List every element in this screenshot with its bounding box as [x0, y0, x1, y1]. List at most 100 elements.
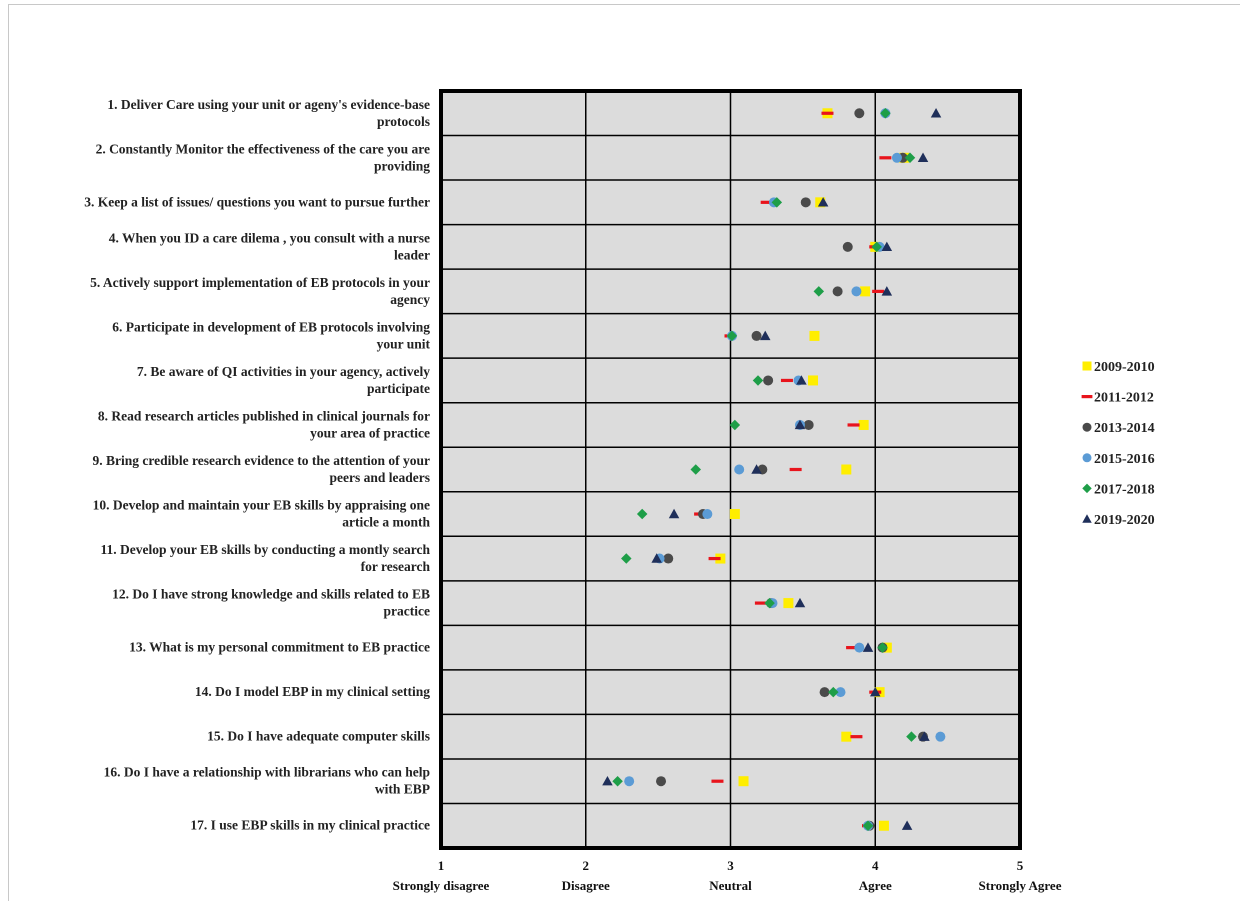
x-scale-label: Neutral: [709, 878, 752, 893]
data-point: [817, 197, 829, 207]
category-label-line: article a month: [342, 515, 430, 530]
data-point: [879, 156, 892, 160]
category-labels: 1. Deliver Care using your unit or ageny…: [84, 97, 430, 833]
x-tick-label: 3: [727, 858, 734, 873]
category-label: 8. Read research articles published in c…: [98, 408, 430, 440]
category-label-line: 13. What is my personal commitment to EB…: [129, 640, 430, 655]
data-point: [821, 111, 834, 115]
x-scale-label: Disagree: [562, 878, 610, 893]
data-point: [881, 286, 893, 296]
data-point: [651, 553, 662, 563]
data-point: [800, 197, 811, 208]
legend-item: 2011-2012: [1081, 391, 1154, 406]
category-label-line: 15. Do I have adequate computer skills: [207, 729, 430, 744]
category-label: 14. Do I model EBP in my clinical settin…: [195, 684, 430, 699]
data-point: [850, 735, 863, 739]
category-label: 15. Do I have adequate computer skills: [207, 729, 430, 744]
x-axis: 1 Strongly disagree 2 Disagree 3 Neutral 4 Agre…: [393, 858, 1062, 893]
data-point: [621, 553, 632, 564]
data-points: [602, 108, 946, 831]
legend-label: 2019-2020: [1094, 513, 1155, 528]
x-tick-label: 4: [872, 858, 879, 873]
legend-item: 2013-2014: [1082, 421, 1155, 436]
data-point: [729, 419, 741, 431]
x-tick-label: 1: [438, 858, 445, 873]
category-label-line: 12. Do I have strong knowledge and skill…: [112, 587, 430, 602]
category-label: 13. What is my personal commitment to EB…: [129, 640, 430, 655]
data-point: [612, 775, 623, 787]
category-label-line: practice: [384, 604, 430, 619]
data-point: [919, 731, 930, 741]
data-point: [780, 378, 793, 383]
data-point: [760, 200, 773, 204]
data-point: [783, 598, 794, 609]
category-label: 4. When you ID a care dilema , you consu…: [109, 230, 430, 262]
category-label-line: your area of practice: [310, 425, 430, 440]
legend-label: 2011-2012: [1094, 391, 1154, 406]
data-point: [813, 286, 825, 297]
data-point: [835, 687, 846, 698]
category-label-line: for research: [361, 559, 431, 574]
category-label-line: 10. Develop and maintain your EB skills …: [93, 498, 430, 513]
data-point: [656, 776, 667, 787]
legend-item: 2017-2018: [1082, 482, 1155, 497]
legend-marker: [1082, 422, 1092, 432]
category-label: 9. Bring credible research evidence to t…: [93, 453, 430, 485]
category-label-line: 11. Develop your EB skills by conducting…: [100, 542, 430, 557]
data-point: [871, 241, 882, 253]
category-label-line: 2. Constantly Monitor the effectiveness …: [96, 141, 430, 156]
data-point: [794, 597, 806, 608]
category-label-line: your unit: [377, 336, 431, 351]
data-point: [872, 289, 885, 293]
category-label-line: agency: [390, 292, 430, 307]
category-label: 10. Develop and maintain your EB skills …: [93, 498, 431, 530]
category-label-line: 8. Read research articles published in c…: [98, 408, 430, 423]
data-point: [819, 687, 830, 698]
data-point: [771, 197, 783, 208]
data-point: [930, 108, 942, 118]
category-label-line: 5. Actively support implementation of EB…: [90, 275, 430, 290]
data-point: [663, 553, 674, 564]
legend-item: 2015-2016: [1082, 452, 1155, 467]
x-tick-label: 2: [583, 858, 590, 873]
x-scale-label: Strongly disagree: [393, 878, 490, 893]
legend-marker: [1082, 483, 1092, 494]
category-label-line: providing: [374, 158, 430, 173]
data-point: [878, 820, 889, 831]
category-label-line: 3. Keep a list of issues/ questions you …: [84, 194, 430, 209]
category-label: 17. I use EBP skills in my clinical prac…: [190, 818, 430, 833]
category-label-line: 4. When you ID a care dilema , you consu…: [109, 230, 430, 245]
category-label-line: with EBP: [375, 782, 430, 797]
category-label-line: 6. Participate in development of EB prot…: [112, 319, 430, 334]
category-label: 5. Actively support implementation of EB…: [90, 275, 430, 307]
data-point: [841, 731, 852, 742]
x-scale-label: Agree: [859, 878, 892, 893]
category-label: 16. Do I have a relationship with librar…: [104, 765, 430, 797]
data-point: [752, 375, 764, 386]
data-point: [851, 286, 862, 297]
category-label-line: 1. Deliver Care using your unit or ageny…: [107, 97, 430, 112]
data-point: [858, 419, 869, 430]
chart-frame: [8, 4, 1240, 901]
data-point: [854, 108, 865, 119]
data-point: [803, 419, 814, 430]
data-point: [668, 508, 680, 519]
category-label: 6. Participate in development of EB prot…: [112, 319, 430, 351]
category-label-line: 16. Do I have a relationship with librar…: [104, 765, 430, 780]
x-tick-label: 5: [1017, 858, 1024, 873]
legend-marker: [1082, 514, 1092, 523]
category-label: 3. Keep a list of issues/ questions you …: [84, 194, 430, 209]
plot-area: [439, 89, 1022, 850]
data-point: [862, 820, 874, 831]
data-point: [862, 642, 874, 652]
data-point: [846, 646, 859, 650]
legend-label: 2015-2016: [1094, 452, 1155, 467]
category-label: 12. Do I have strong knowledge and skill…: [112, 587, 430, 619]
data-point: [841, 464, 852, 475]
data-point: [794, 419, 806, 430]
category-label-line: peers and leaders: [330, 470, 431, 485]
category-label: 11. Develop your EB skills by conducting…: [100, 542, 430, 574]
data-point: [854, 642, 865, 653]
legend-label: 2013-2014: [1094, 421, 1155, 436]
